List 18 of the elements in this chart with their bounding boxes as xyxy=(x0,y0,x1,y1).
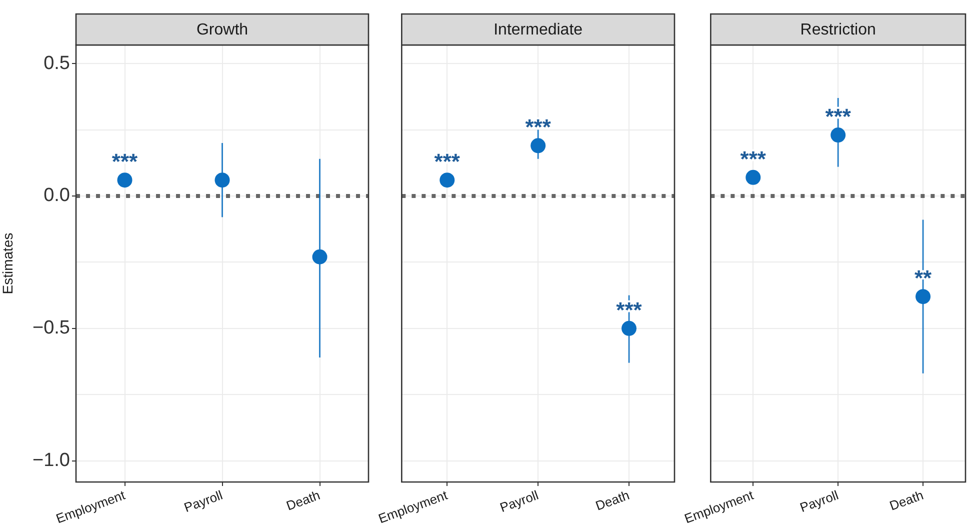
y-axis-title: Estimates xyxy=(0,232,16,294)
chart-title: Restriction xyxy=(800,21,876,38)
chart-title: Growth xyxy=(196,21,248,38)
chart-title: Intermediate xyxy=(494,21,583,38)
annotation: *** xyxy=(525,114,552,140)
y-tick-label: −1.0 xyxy=(32,450,70,472)
annotation: *** xyxy=(740,146,766,172)
annotation: *** xyxy=(434,149,460,174)
y-tick-label: 0.0 xyxy=(44,185,70,206)
x-tick-label: Death xyxy=(284,487,322,514)
y-tick-label: −0.5 xyxy=(32,318,70,339)
annotation: *** xyxy=(112,149,138,174)
x-tick-label: Payroll xyxy=(798,487,840,516)
x-tick-label: Death xyxy=(594,487,632,514)
x-tick-label: Payroll xyxy=(182,487,225,516)
y-tick-label: 0.5 xyxy=(44,52,70,74)
x-tick-label: Death xyxy=(888,487,926,514)
x-tick-label: Payroll xyxy=(498,487,540,516)
